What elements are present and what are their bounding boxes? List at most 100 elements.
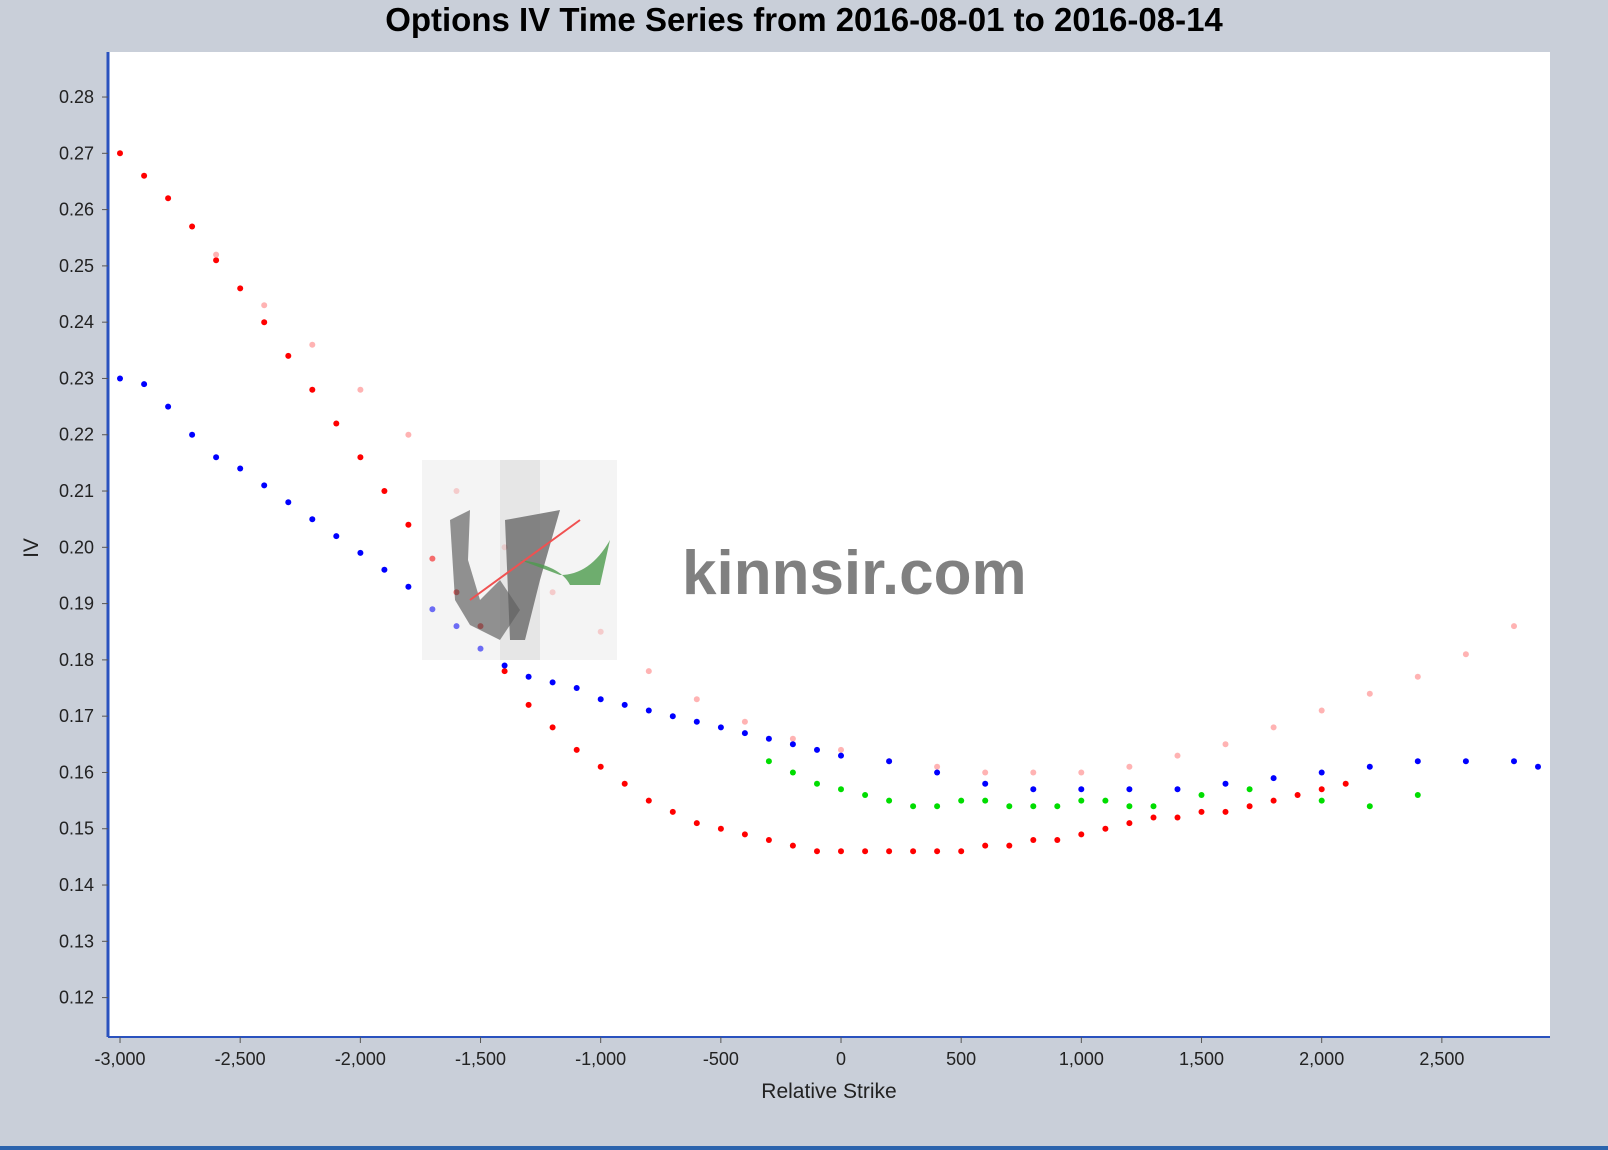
data-point	[789, 735, 796, 742]
data-point	[1294, 792, 1301, 798]
data-point	[982, 842, 989, 849]
data-point	[285, 352, 292, 359]
data-point	[886, 758, 893, 765]
data-point	[741, 730, 748, 737]
data-point	[309, 516, 316, 523]
y-tick-label: 0.16	[59, 762, 94, 782]
data-point	[453, 623, 460, 630]
y-tick-label: 0.22	[59, 425, 94, 445]
data-point	[1246, 786, 1253, 793]
data-point	[693, 696, 700, 703]
watermark-logo-stroke	[505, 510, 560, 640]
data-point	[1318, 769, 1325, 776]
data-point	[597, 763, 604, 770]
y-tick-label: 0.13	[59, 931, 94, 951]
data-point	[549, 724, 556, 731]
data-point	[285, 499, 292, 506]
data-point	[1270, 797, 1277, 804]
data-point	[1078, 786, 1085, 793]
data-point	[1246, 803, 1253, 810]
data-point	[1102, 825, 1109, 832]
data-point	[261, 302, 268, 309]
data-point	[1006, 842, 1013, 849]
data-point	[1366, 690, 1373, 697]
data-point	[573, 746, 580, 753]
data-point	[501, 668, 508, 675]
data-point	[814, 746, 820, 753]
data-point	[1078, 797, 1085, 804]
y-tick-label: 0.21	[59, 481, 94, 501]
data-point	[765, 837, 772, 843]
data-point	[405, 431, 412, 438]
data-point	[669, 808, 676, 815]
data-point	[1174, 752, 1181, 759]
data-point	[333, 533, 340, 540]
data-point	[621, 780, 628, 787]
data-point	[357, 454, 364, 461]
data-point	[934, 769, 941, 776]
data-point	[117, 375, 123, 382]
data-point	[1126, 820, 1133, 827]
data-point	[862, 792, 869, 798]
data-point	[1511, 623, 1517, 630]
data-point	[1126, 763, 1133, 770]
data-point	[1030, 803, 1037, 810]
data-point	[717, 825, 724, 832]
x-axis-label: Relative Strike	[761, 1080, 896, 1103]
x-tick-label: -2,000	[335, 1049, 386, 1069]
scatter-points	[117, 150, 1541, 855]
series-3	[765, 758, 1421, 810]
data-point	[645, 668, 652, 675]
watermark: kinnsir.com	[422, 460, 1027, 660]
data-point	[886, 797, 893, 804]
data-point	[693, 820, 700, 827]
watermark-logo-leaf	[520, 540, 610, 585]
data-point	[549, 589, 556, 596]
data-point	[1054, 837, 1061, 843]
data-point	[1222, 808, 1229, 815]
plot-area	[108, 52, 1550, 1037]
data-point	[1511, 758, 1517, 765]
data-point	[1366, 763, 1373, 770]
data-point	[886, 848, 893, 855]
watermark-text: kinnsir.com	[682, 539, 1027, 608]
data-point	[934, 763, 941, 770]
data-point	[1030, 837, 1037, 843]
data-point	[645, 707, 652, 714]
watermark-logo-redline	[469, 519, 581, 601]
x-tick-label: 2,500	[1419, 1049, 1464, 1069]
data-point	[789, 741, 796, 748]
data-point	[958, 848, 965, 855]
data-point	[141, 381, 148, 388]
y-tick-label: 0.20	[59, 537, 94, 557]
data-point	[501, 662, 508, 669]
data-point	[141, 172, 148, 179]
data-point	[525, 701, 532, 708]
y-tick-label: 0.24	[59, 312, 94, 332]
data-point	[645, 797, 652, 804]
data-point	[1270, 775, 1277, 782]
data-point	[669, 713, 676, 720]
data-point	[333, 420, 340, 427]
x-tick-label: -500	[703, 1049, 739, 1069]
data-point	[717, 724, 724, 731]
y-tick-label: 0.27	[59, 143, 94, 163]
data-point	[525, 673, 532, 680]
data-point	[597, 696, 604, 703]
data-point	[1102, 797, 1109, 804]
x-tick-label: 1,500	[1179, 1049, 1224, 1069]
data-point	[405, 521, 412, 528]
data-point	[1318, 707, 1325, 714]
y-tick-label: 0.26	[59, 200, 94, 220]
data-point	[958, 797, 965, 804]
data-point	[934, 848, 941, 855]
data-point	[309, 386, 316, 393]
data-point	[1462, 651, 1469, 658]
data-point	[429, 606, 436, 613]
data-point	[1006, 803, 1013, 810]
window-bottom-border	[0, 1146, 1608, 1150]
x-tick-label: -1,500	[455, 1049, 506, 1069]
y-tick-label: 0.12	[59, 988, 94, 1008]
data-point	[453, 488, 460, 494]
